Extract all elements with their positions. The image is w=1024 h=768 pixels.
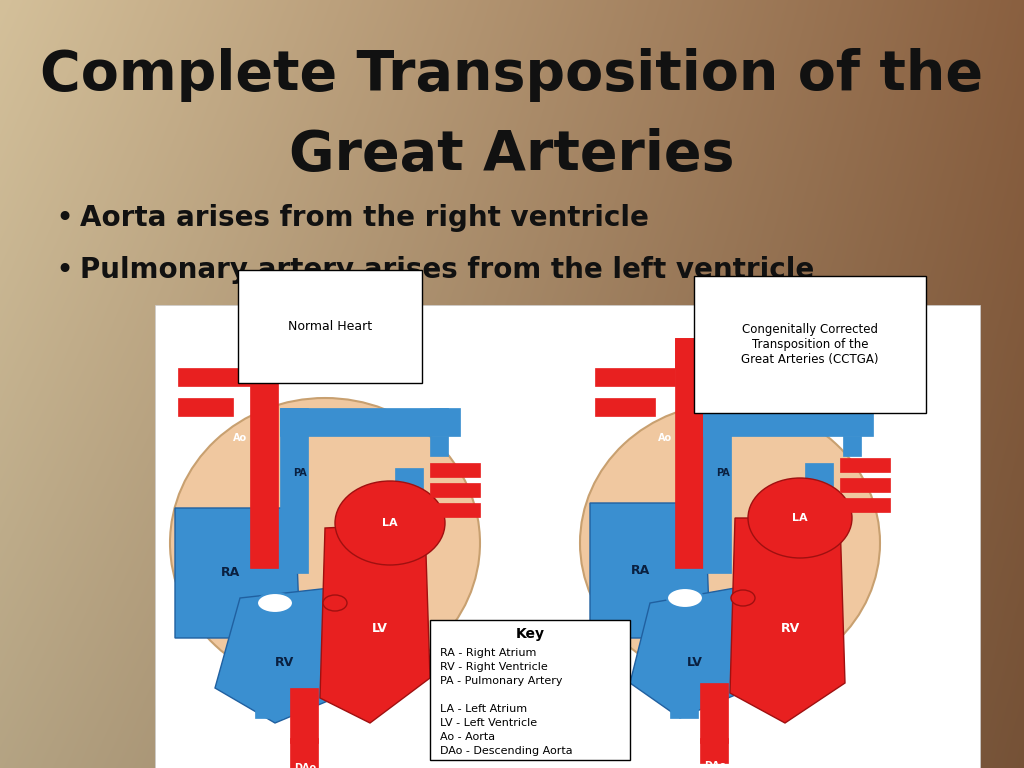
Text: PA: PA [293,468,307,478]
Bar [675,338,795,368]
Text: LA: LA [382,518,397,528]
Ellipse shape [731,590,755,606]
Bar [805,463,833,548]
Ellipse shape [748,478,852,558]
Polygon shape [590,503,710,638]
Bar [250,338,278,568]
Bar [280,408,460,436]
Text: RA: RA [220,567,240,580]
Text: DAo: DAo [294,763,316,768]
Text: LA: LA [793,513,808,523]
Polygon shape [319,523,430,723]
Text: LV: LV [687,657,702,670]
Polygon shape [215,588,335,723]
Ellipse shape [667,588,703,608]
Polygon shape [630,588,740,718]
Bar [843,436,861,456]
Bar [290,738,318,768]
Text: RA: RA [631,564,649,577]
Bar [290,688,318,743]
Bar [395,468,423,548]
Bar [250,338,380,368]
Bar [155,305,980,768]
Bar [430,436,449,456]
Text: Congenitally Corrected
Transposition of the
Great Arteries (CCTGA): Congenitally Corrected Transposition of … [741,323,879,366]
Ellipse shape [170,398,480,688]
Bar [843,408,861,428]
Text: DAo: DAo [703,761,726,768]
Bar [703,408,731,573]
Text: Ao: Ao [232,433,247,443]
Bar [430,620,630,760]
Bar [595,368,675,386]
Bar [840,478,890,492]
Ellipse shape [335,481,445,565]
Text: PA: PA [716,468,730,478]
Bar [700,683,728,743]
Bar [430,503,480,517]
Text: Complete Transposition of the: Complete Transposition of the [41,48,983,102]
Bar [703,408,873,436]
Bar [280,408,308,573]
Text: •: • [55,256,73,284]
Text: LV: LV [372,621,388,634]
Bar [430,463,480,477]
Text: Key: Key [515,627,545,641]
Bar [840,498,890,512]
Bar [430,408,449,428]
Text: Ao: Ao [658,433,672,443]
Text: Great Arteries: Great Arteries [289,128,735,182]
Ellipse shape [580,403,880,683]
Polygon shape [175,508,300,638]
Text: RV: RV [275,657,295,670]
Bar [670,638,698,718]
Bar [595,398,655,416]
Polygon shape [730,518,845,723]
Ellipse shape [323,595,347,611]
Bar [178,368,250,386]
Bar [430,483,480,497]
Text: RA - Right Atrium
RV - Right Ventricle
PA - Pulmonary Artery

LA - Left Atrium
L: RA - Right Atrium RV - Right Ventricle P… [440,648,572,756]
Text: •: • [55,204,73,233]
Text: RV: RV [780,621,800,634]
Bar [840,458,890,472]
Bar [255,638,283,718]
Ellipse shape [257,593,293,613]
Text: Aorta arises from the right ventricle: Aorta arises from the right ventricle [80,204,649,232]
Bar [178,398,233,416]
Text: Normal Heart: Normal Heart [288,319,372,333]
Bar [675,338,703,568]
Bar [700,738,728,763]
Text: Pulmonary artery arises from the left ventricle: Pulmonary artery arises from the left ve… [80,256,814,284]
